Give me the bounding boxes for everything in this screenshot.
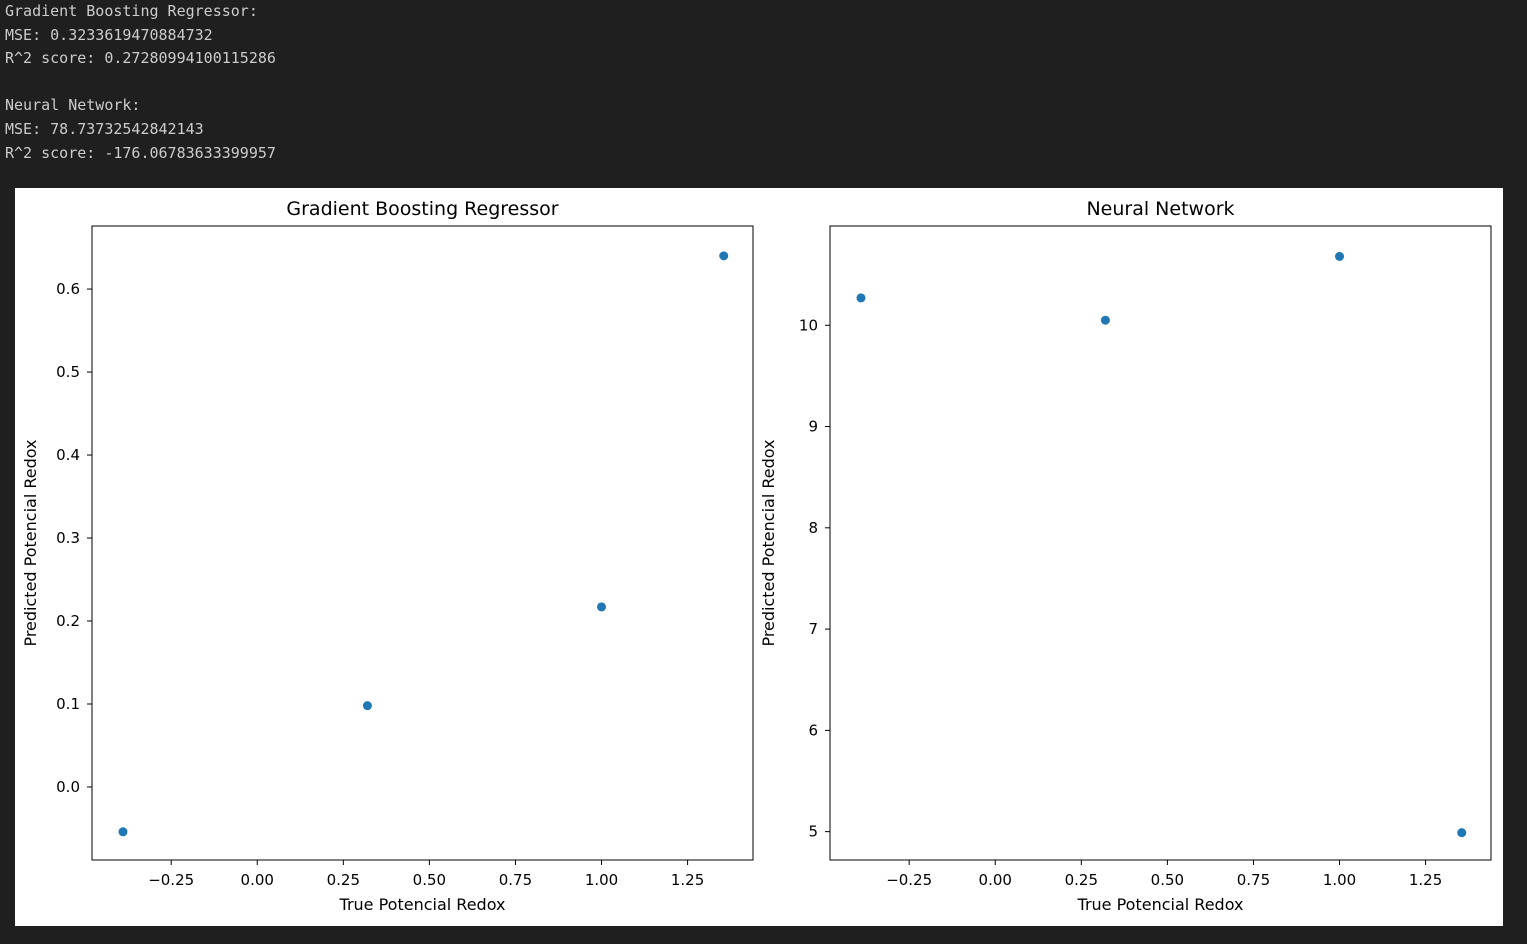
console-line-gbr-header: Gradient Boosting Regressor: (5, 2, 258, 20)
console-line-gbr-mse: MSE: 0.3233619470884732 (5, 25, 213, 44)
console-line-nn-header: Neural Network: (5, 96, 141, 115)
y-tick-label: 7 (808, 620, 818, 638)
y-tick-label: 0.4 (56, 446, 80, 464)
y-tick-label: 8 (808, 519, 818, 537)
x-tick-label: 1.25 (1409, 871, 1442, 889)
chart-1: Gradient Boosting Regressor −0.25 0.00 0.25… (21, 198, 754, 914)
figure-canvas: Gradient Boosting Regressor−0.25 0.00 0.25… (21, 198, 1492, 914)
scatter-point (1457, 828, 1467, 838)
axes-frame (829, 225, 1492, 861)
console-output: Gradient Boosting Regressor: MSE: 0.3233… (5, 0, 276, 165)
x-tick-label: 0.75 (499, 871, 532, 889)
scatter-point (597, 602, 607, 612)
chart-2: Neural Network −0.25 0.00 0.25 0.50 0.75 1.00 1… (759, 198, 1492, 914)
scatter-point (856, 293, 866, 303)
console-line-blank (5, 71, 276, 95)
y-tick-label: 0.6 (56, 280, 80, 298)
y-tick-label: 0.0 (56, 778, 80, 796)
x-tick-label: 0.50 (1151, 871, 1184, 889)
scatter-point (1100, 315, 1110, 325)
x-tick-label: 0.75 (1237, 871, 1270, 889)
y-tick-label: 9 (808, 418, 818, 436)
y-tick-label: 5 (808, 823, 818, 841)
console-line-nn-mse: MSE: 78.73732542842143 (5, 119, 204, 138)
y-tick-label: 6 (808, 721, 818, 739)
x-axis-label: True Potencial Redox (339, 895, 506, 914)
scatter-point (719, 251, 729, 261)
x-tick-label: 0.25 (1065, 871, 1098, 889)
x-tick-label: 1.25 (671, 871, 704, 889)
x-tick-label: 1.00 (1323, 871, 1356, 889)
y-tick-label: 0.2 (56, 612, 80, 630)
plot-figure: Gradient Boosting Regressor −0.25 0.00 0.25… (15, 188, 1503, 926)
y-tick-label: 0.3 (56, 529, 80, 547)
x-tick-label: 0.00 (241, 871, 274, 889)
scatter-point (1335, 251, 1345, 261)
y-tick-label: 0.5 (56, 363, 80, 381)
chart-title: Gradient Boosting Regressor (286, 198, 558, 220)
scatter-point (118, 827, 128, 837)
axes-frame (91, 225, 754, 861)
scatter-point (362, 701, 372, 711)
y-tick-label: 0.1 (56, 695, 80, 713)
console-line-nn-r2: R^2 score: -176.06783633399957 (5, 143, 276, 162)
console-line-gbr-r2: R^2 score: 0.27280994100115286 (5, 49, 276, 68)
x-tick-label: −0.25 (148, 871, 194, 889)
x-tick-label: −0.25 (886, 871, 932, 889)
y-axis-label: Predicted Potencial Redox (759, 439, 778, 646)
x-tick-label: 0.25 (327, 871, 360, 889)
y-axis-label: Predicted Potencial Redox (21, 439, 40, 646)
x-tick-label: 1.00 (585, 871, 618, 889)
x-tick-label: 0.00 (979, 871, 1012, 889)
x-axis-label: True Potencial Redox (1077, 895, 1244, 914)
chart-title: Neural Network (1086, 198, 1234, 220)
x-tick-label: 0.50 (413, 871, 446, 889)
y-tick-label: 10 (799, 316, 818, 334)
